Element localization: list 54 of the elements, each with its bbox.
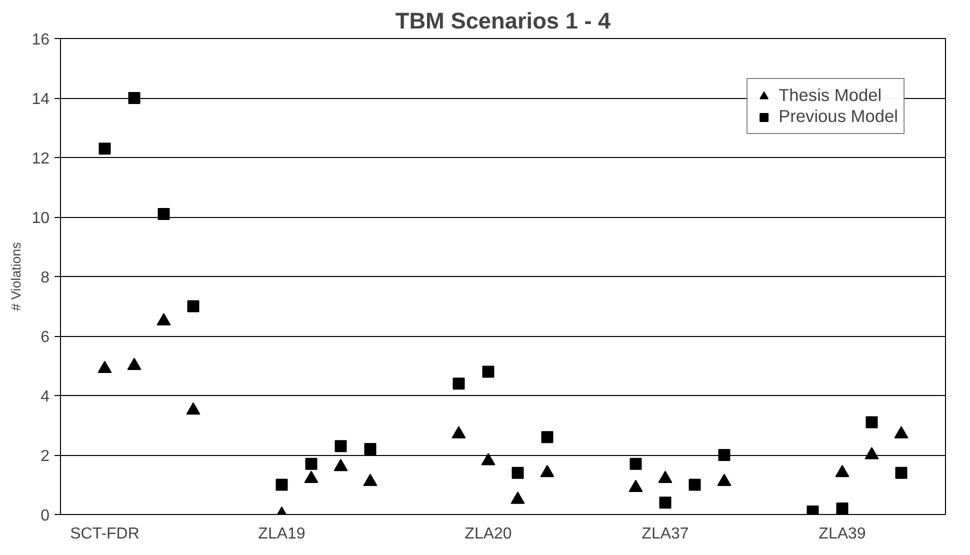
point (452, 426, 466, 438)
point (718, 449, 730, 461)
point (866, 416, 878, 428)
x-tick-label: ZLA37 (642, 526, 689, 542)
point (128, 92, 140, 104)
legend-label: Thesis Model (778, 85, 882, 106)
point (482, 366, 494, 378)
x-tick-label: ZLA19 (258, 526, 306, 542)
point (894, 426, 908, 438)
y-tick-label: 16 (32, 32, 50, 48)
point (127, 358, 142, 370)
point (541, 431, 554, 444)
point (334, 458, 348, 472)
point (836, 502, 848, 514)
point (658, 470, 672, 484)
point (452, 378, 465, 390)
point (835, 464, 850, 478)
point (540, 464, 554, 478)
y-tick-label: 4 (40, 388, 50, 406)
y-tick-label: 6 (40, 329, 50, 346)
point (158, 208, 170, 220)
y-tick-label: 10 (32, 210, 50, 227)
point (98, 142, 111, 155)
x-tick-label: ZLA20 (464, 526, 512, 542)
point (628, 480, 643, 492)
point (895, 466, 908, 479)
legend-label: Previous Model (778, 106, 898, 127)
y-tick-label: 14 (32, 91, 50, 108)
y-tick-label: 12 (32, 150, 50, 168)
point (276, 478, 288, 491)
point (304, 470, 318, 484)
x-tick-label: SCT-FDR (70, 526, 140, 542)
y-tick-label: 0 (40, 508, 50, 524)
point (510, 492, 525, 504)
point (688, 478, 701, 491)
point (363, 474, 378, 486)
point (98, 360, 112, 373)
y-axis-title: # Violations (8, 242, 24, 311)
x-tick-label: ZLA39 (818, 526, 866, 542)
point (186, 402, 200, 415)
point (187, 300, 200, 312)
point (481, 452, 496, 466)
point (305, 458, 318, 470)
point (659, 496, 672, 509)
point (864, 446, 879, 460)
point (512, 466, 524, 479)
chart-title: TBM Scenarios 1 - 4 (395, 8, 612, 34)
point (334, 440, 347, 452)
y-tick-label: 2 (40, 448, 50, 465)
point (364, 443, 376, 456)
point (156, 313, 171, 326)
y-tick-label: 8 (40, 270, 50, 286)
point (717, 474, 732, 486)
point (630, 458, 642, 470)
